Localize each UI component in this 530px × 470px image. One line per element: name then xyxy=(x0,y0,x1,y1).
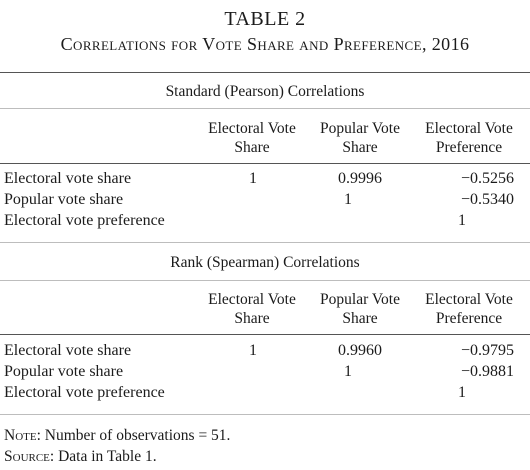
col-header-popular-share: Popular Vote Share xyxy=(300,119,420,157)
col-header-electoral-preference: Electoral Vote Preference xyxy=(409,119,529,157)
panel-rule xyxy=(0,280,530,281)
col-header-line: Share xyxy=(342,310,378,327)
table-note: Note: Number of observations = 51. xyxy=(4,427,230,445)
table-cell: 1 xyxy=(458,384,466,401)
panel-separator xyxy=(0,242,530,243)
col-header-line: Preference xyxy=(435,310,503,327)
row-label: Popular vote share xyxy=(4,363,124,380)
col-header-electoral-preference: Electoral Vote Preference xyxy=(409,290,529,328)
table-cell: 1 xyxy=(344,191,352,208)
col-header-line: Popular Vote xyxy=(320,291,400,308)
panel-rule xyxy=(0,108,530,109)
col-header-line: Share xyxy=(342,139,378,156)
col-header-electoral-share: Electoral Vote Share xyxy=(192,119,312,157)
row-label: Electoral vote share xyxy=(4,342,132,359)
table-cell: 0.9996 xyxy=(338,170,382,187)
row-label: Electoral vote share xyxy=(4,170,132,187)
row-label: Popular vote share xyxy=(4,191,124,208)
note-text: Number of observations = 51. xyxy=(40,427,231,444)
table-cell: 1 xyxy=(249,170,257,187)
col-header-line: Electoral Vote xyxy=(208,120,296,137)
col-header-electoral-share: Electoral Vote Share xyxy=(192,290,312,328)
table-source: Source: Data in Table 1. xyxy=(4,448,157,466)
table-cell: 1 xyxy=(458,212,466,229)
bottom-rule xyxy=(0,414,530,415)
table-cell: −0.9881 xyxy=(460,363,514,380)
table-caption: Correlations for Vote Share and Preferen… xyxy=(60,34,470,54)
table-cell: 0.9960 xyxy=(338,342,382,359)
table-cell: −0.5256 xyxy=(460,170,514,187)
header-rule xyxy=(0,334,530,335)
col-header-line: Electoral Vote xyxy=(208,291,296,308)
note-label: Note: xyxy=(4,427,41,444)
table-cell: 1 xyxy=(249,342,257,359)
panel-heading-spearman: Rank (Spearman) Correlations xyxy=(170,254,360,271)
table-cell: −0.5340 xyxy=(460,191,514,208)
col-header-line: Preference xyxy=(435,139,503,156)
row-label: Electoral vote preference xyxy=(4,384,165,401)
top-rule xyxy=(0,72,530,73)
table-cell: 1 xyxy=(344,363,352,380)
source-text: Data in Table 1. xyxy=(54,448,157,465)
header-rule xyxy=(0,163,530,164)
table-cell: −0.9795 xyxy=(460,342,514,359)
col-header-line: Share xyxy=(234,310,270,327)
col-header-line: Electoral Vote xyxy=(425,291,513,308)
col-header-popular-share: Popular Vote Share xyxy=(300,290,420,328)
table-number: TABLE 2 xyxy=(224,8,306,30)
col-header-line: Share xyxy=(234,139,270,156)
panel-heading-pearson: Standard (Pearson) Correlations xyxy=(165,83,365,100)
col-header-line: Popular Vote xyxy=(320,120,400,137)
row-label: Electoral vote preference xyxy=(4,212,165,229)
col-header-line: Electoral Vote xyxy=(425,120,513,137)
source-label: Source: xyxy=(4,448,55,465)
